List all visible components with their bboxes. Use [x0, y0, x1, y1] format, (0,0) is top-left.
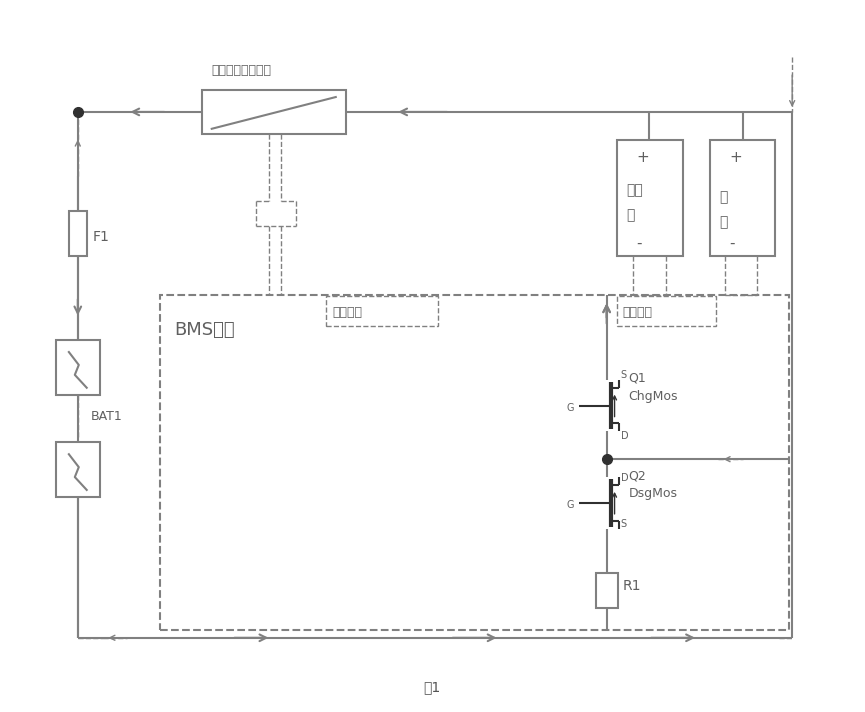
Text: S: S — [620, 518, 626, 528]
Text: 负: 负 — [720, 190, 728, 204]
Bar — [202, 90, 346, 134]
Text: +: + — [730, 150, 742, 164]
Bar — [710, 140, 775, 256]
Text: S: S — [620, 370, 626, 379]
Text: 通信接口: 通信接口 — [623, 306, 652, 319]
Bar — [160, 295, 789, 630]
Text: G: G — [567, 402, 574, 412]
Text: R1: R1 — [623, 579, 641, 593]
Text: BMS主板: BMS主板 — [174, 321, 234, 339]
Text: BAT1: BAT1 — [91, 409, 123, 422]
Text: 控制接口: 控制接口 — [333, 306, 362, 319]
Text: G: G — [567, 500, 574, 510]
Text: DsgMos: DsgMos — [629, 487, 677, 500]
Text: Q1: Q1 — [629, 372, 646, 384]
Bar — [56, 442, 99, 497]
Bar — [326, 296, 438, 326]
Bar — [69, 211, 86, 256]
Text: 充电: 充电 — [626, 183, 644, 197]
Text: ChgMos: ChgMos — [629, 389, 678, 403]
Bar — [596, 573, 618, 608]
Text: D: D — [620, 431, 628, 441]
Bar — [56, 340, 99, 394]
Text: 机: 机 — [626, 208, 635, 222]
Text: -: - — [730, 236, 735, 251]
Text: +: + — [637, 150, 649, 164]
Text: 充电二次保护模块: 充电二次保护模块 — [212, 64, 272, 77]
Text: Q2: Q2 — [629, 469, 646, 482]
Bar — [617, 296, 715, 326]
Text: F1: F1 — [93, 230, 110, 244]
Bar — [617, 140, 683, 256]
Text: 图1: 图1 — [423, 681, 440, 694]
Text: D: D — [620, 473, 628, 483]
Text: 载: 载 — [720, 215, 728, 229]
Text: -: - — [637, 236, 642, 251]
